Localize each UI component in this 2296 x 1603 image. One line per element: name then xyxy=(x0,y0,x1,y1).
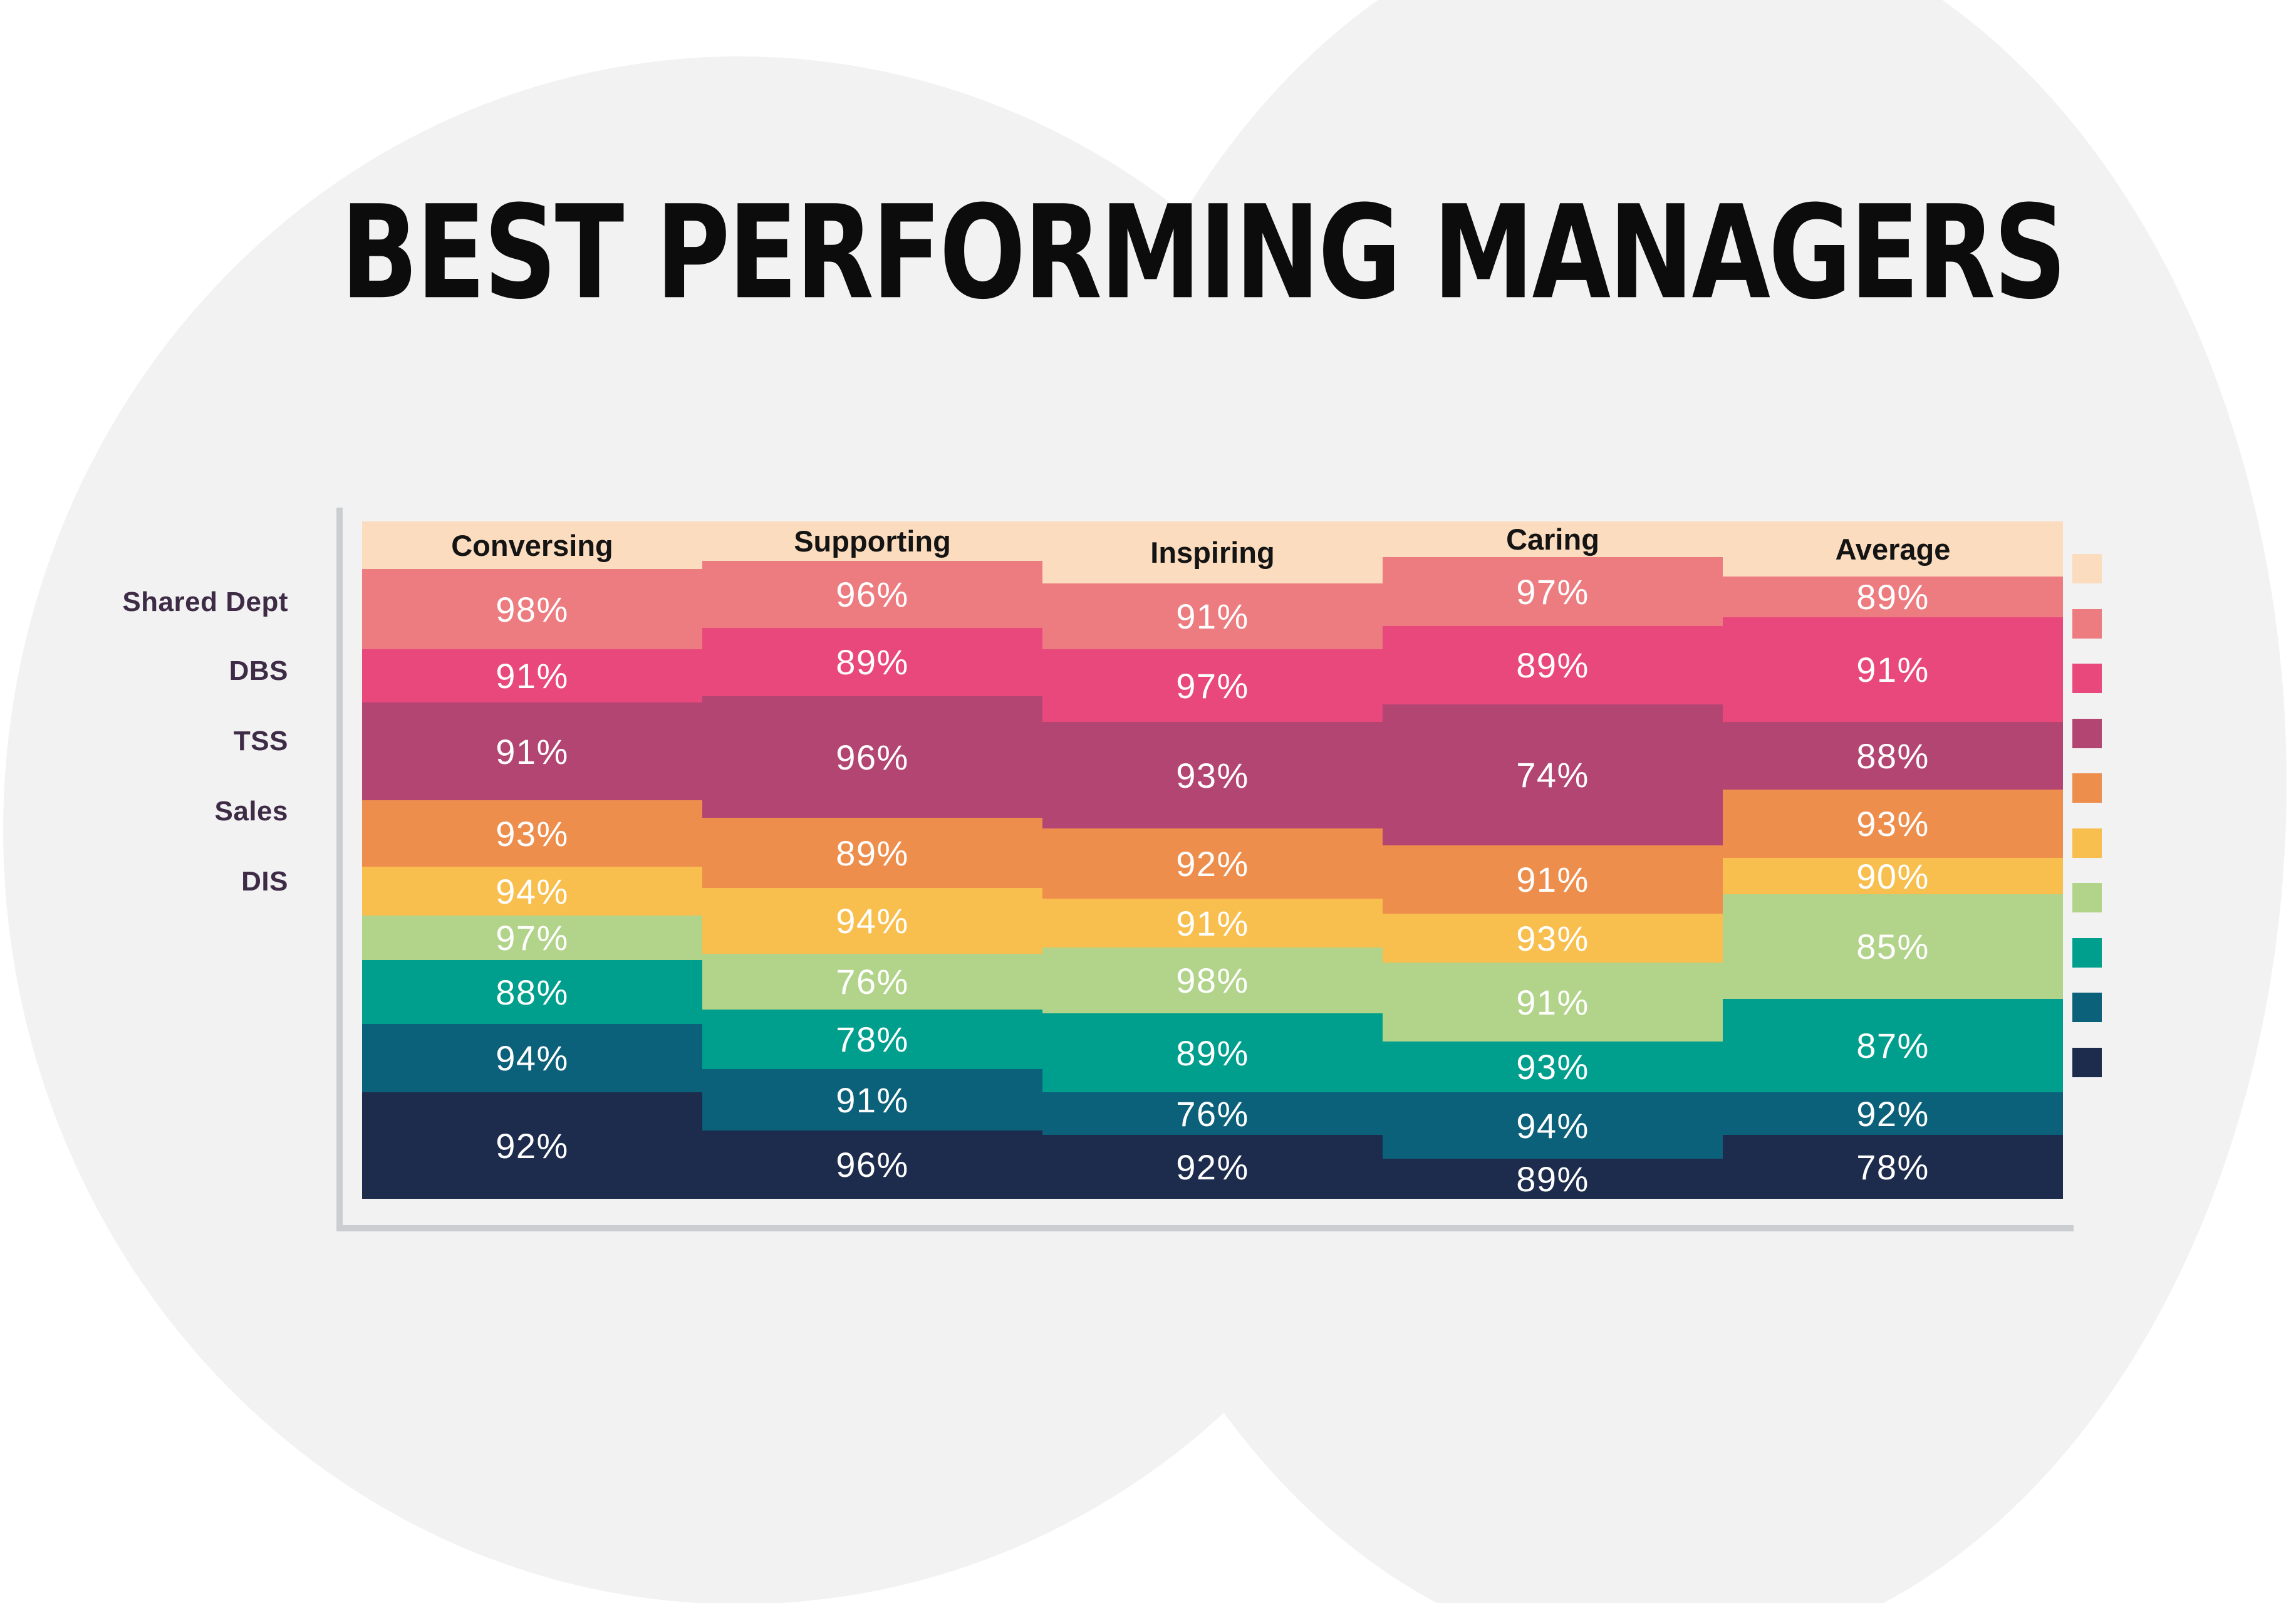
cell-average-band-petrol: 92% xyxy=(1723,1092,2063,1135)
cell-conversing-band-magenta: 91% xyxy=(362,702,702,800)
legend-swatch-2 xyxy=(2072,608,2102,639)
column-header-caring: Caring xyxy=(1383,521,1723,557)
cell-supporting-band-pink: 89% xyxy=(702,628,1042,696)
cell-inspiring-band-navy: 92% xyxy=(1042,1135,1383,1199)
column-header-supporting: Supporting xyxy=(702,521,1042,561)
cell-caring-band-navy: 89% xyxy=(1383,1159,1723,1199)
legend-swatch-3 xyxy=(2072,664,2102,693)
cell-inspiring-band-petrol: 76% xyxy=(1042,1092,1383,1135)
cell-supporting-band-magenta: 96% xyxy=(702,696,1042,818)
legend-swatch-5 xyxy=(2072,773,2102,803)
cell-average-band-magenta: 88% xyxy=(1723,722,2063,790)
managers-chart: Conversing 98% 91% 91% 93% 94% 97% 88% 94% 92% Sup… xyxy=(362,521,2063,1199)
cell-supporting-band-green: 76% xyxy=(702,954,1042,1010)
cell-supporting-band-navy: 96% xyxy=(702,1130,1042,1199)
page-title: BEST PERFORMING MANAGERS xyxy=(340,179,2067,328)
cell-conversing-band-salmon: 98% xyxy=(362,569,702,649)
row-label-dis: DIS xyxy=(241,866,288,897)
cell-inspiring-band-pink: 97% xyxy=(1042,649,1383,722)
cell-caring-band-teal: 93% xyxy=(1383,1042,1723,1092)
cell-average-band-teal: 87% xyxy=(1723,999,2063,1092)
cell-inspiring-band-salmon: 91% xyxy=(1042,583,1383,649)
y-axis-line xyxy=(336,508,343,1231)
cell-supporting-band-salmon: 96% xyxy=(702,561,1042,628)
cell-inspiring-band-green: 98% xyxy=(1042,948,1383,1013)
cell-average-band-salmon: 89% xyxy=(1723,577,2063,617)
x-axis-line xyxy=(336,1225,2074,1231)
row-label-sales: Sales xyxy=(214,796,288,827)
cell-conversing-band-pink: 91% xyxy=(362,649,702,702)
cell-conversing-band-petrol: 94% xyxy=(362,1024,702,1092)
row-label-dbs: DBS xyxy=(229,655,288,686)
cell-average-band-yellow: 90% xyxy=(1723,857,2063,896)
column-header-conversing: Conversing xyxy=(362,521,702,569)
cell-conversing-band-yellow: 94% xyxy=(362,867,702,916)
row-label-tss: TSS xyxy=(233,726,288,756)
cell-caring-band-petrol: 94% xyxy=(1383,1092,1723,1159)
cell-caring-band-green: 91% xyxy=(1383,963,1723,1042)
column-header-average: Average xyxy=(1723,521,2063,577)
cell-conversing-band-green: 97% xyxy=(362,916,702,960)
cell-conversing-band-teal: 88% xyxy=(362,960,702,1024)
legend-swatch-9 xyxy=(2072,993,2102,1022)
legend-swatch-8 xyxy=(2072,937,2102,968)
cell-inspiring-band-teal: 89% xyxy=(1042,1013,1383,1092)
column-caring: Caring 97% 89% 74% 91% 93% 91% 93% 94% 89% xyxy=(1383,521,1723,1199)
row-labels: Shared Dept DBS TSS Sales DIS xyxy=(0,0,288,1603)
cell-inspiring-band-yellow: 91% xyxy=(1042,899,1383,948)
legend-swatch-1 xyxy=(2072,554,2102,583)
cell-average-band-pink: 91% xyxy=(1723,617,2063,722)
cell-inspiring-band-magenta: 93% xyxy=(1042,722,1383,828)
column-header-inspiring: Inspiring xyxy=(1042,521,1383,583)
cell-supporting-band-orange: 89% xyxy=(702,818,1042,888)
column-average: Average 89% 91% 88% 93% 90% 85% 87% 92% 78% xyxy=(1723,521,2063,1199)
column-inspiring: Inspiring 91% 97% 93% 92% 91% 98% 89% 76% 92% xyxy=(1042,521,1383,1199)
cell-supporting-band-petrol: 91% xyxy=(702,1069,1042,1130)
column-conversing: Conversing 98% 91% 91% 93% 94% 97% 88% 94% 92% xyxy=(362,521,702,1199)
cell-conversing-band-navy: 92% xyxy=(362,1092,702,1199)
legend-swatch-7 xyxy=(2072,883,2102,912)
cell-caring-band-pink: 89% xyxy=(1383,626,1723,704)
row-label-shared-dept: Shared Dept xyxy=(122,587,288,617)
legend-swatch-10 xyxy=(2072,1047,2102,1077)
cell-supporting-band-yellow: 94% xyxy=(702,888,1042,954)
cell-caring-band-magenta: 74% xyxy=(1383,704,1723,845)
cell-caring-band-yellow: 93% xyxy=(1383,914,1723,963)
cell-average-band-green: 85% xyxy=(1723,894,2063,999)
legend-swatch-6 xyxy=(2072,828,2102,858)
cell-average-band-orange: 93% xyxy=(1723,790,2063,858)
cell-supporting-band-teal: 78% xyxy=(702,1010,1042,1069)
cell-average-band-navy: 78% xyxy=(1723,1135,2063,1199)
column-supporting: Supporting 96% 89% 96% 89% 94% 76% 78% 91% 96% xyxy=(702,521,1042,1199)
cell-caring-band-salmon: 97% xyxy=(1383,557,1723,626)
cell-caring-band-orange: 91% xyxy=(1383,845,1723,914)
cell-inspiring-band-orange: 92% xyxy=(1042,828,1383,899)
cell-conversing-band-orange: 93% xyxy=(362,800,702,867)
legend-swatch-4 xyxy=(2072,718,2102,748)
